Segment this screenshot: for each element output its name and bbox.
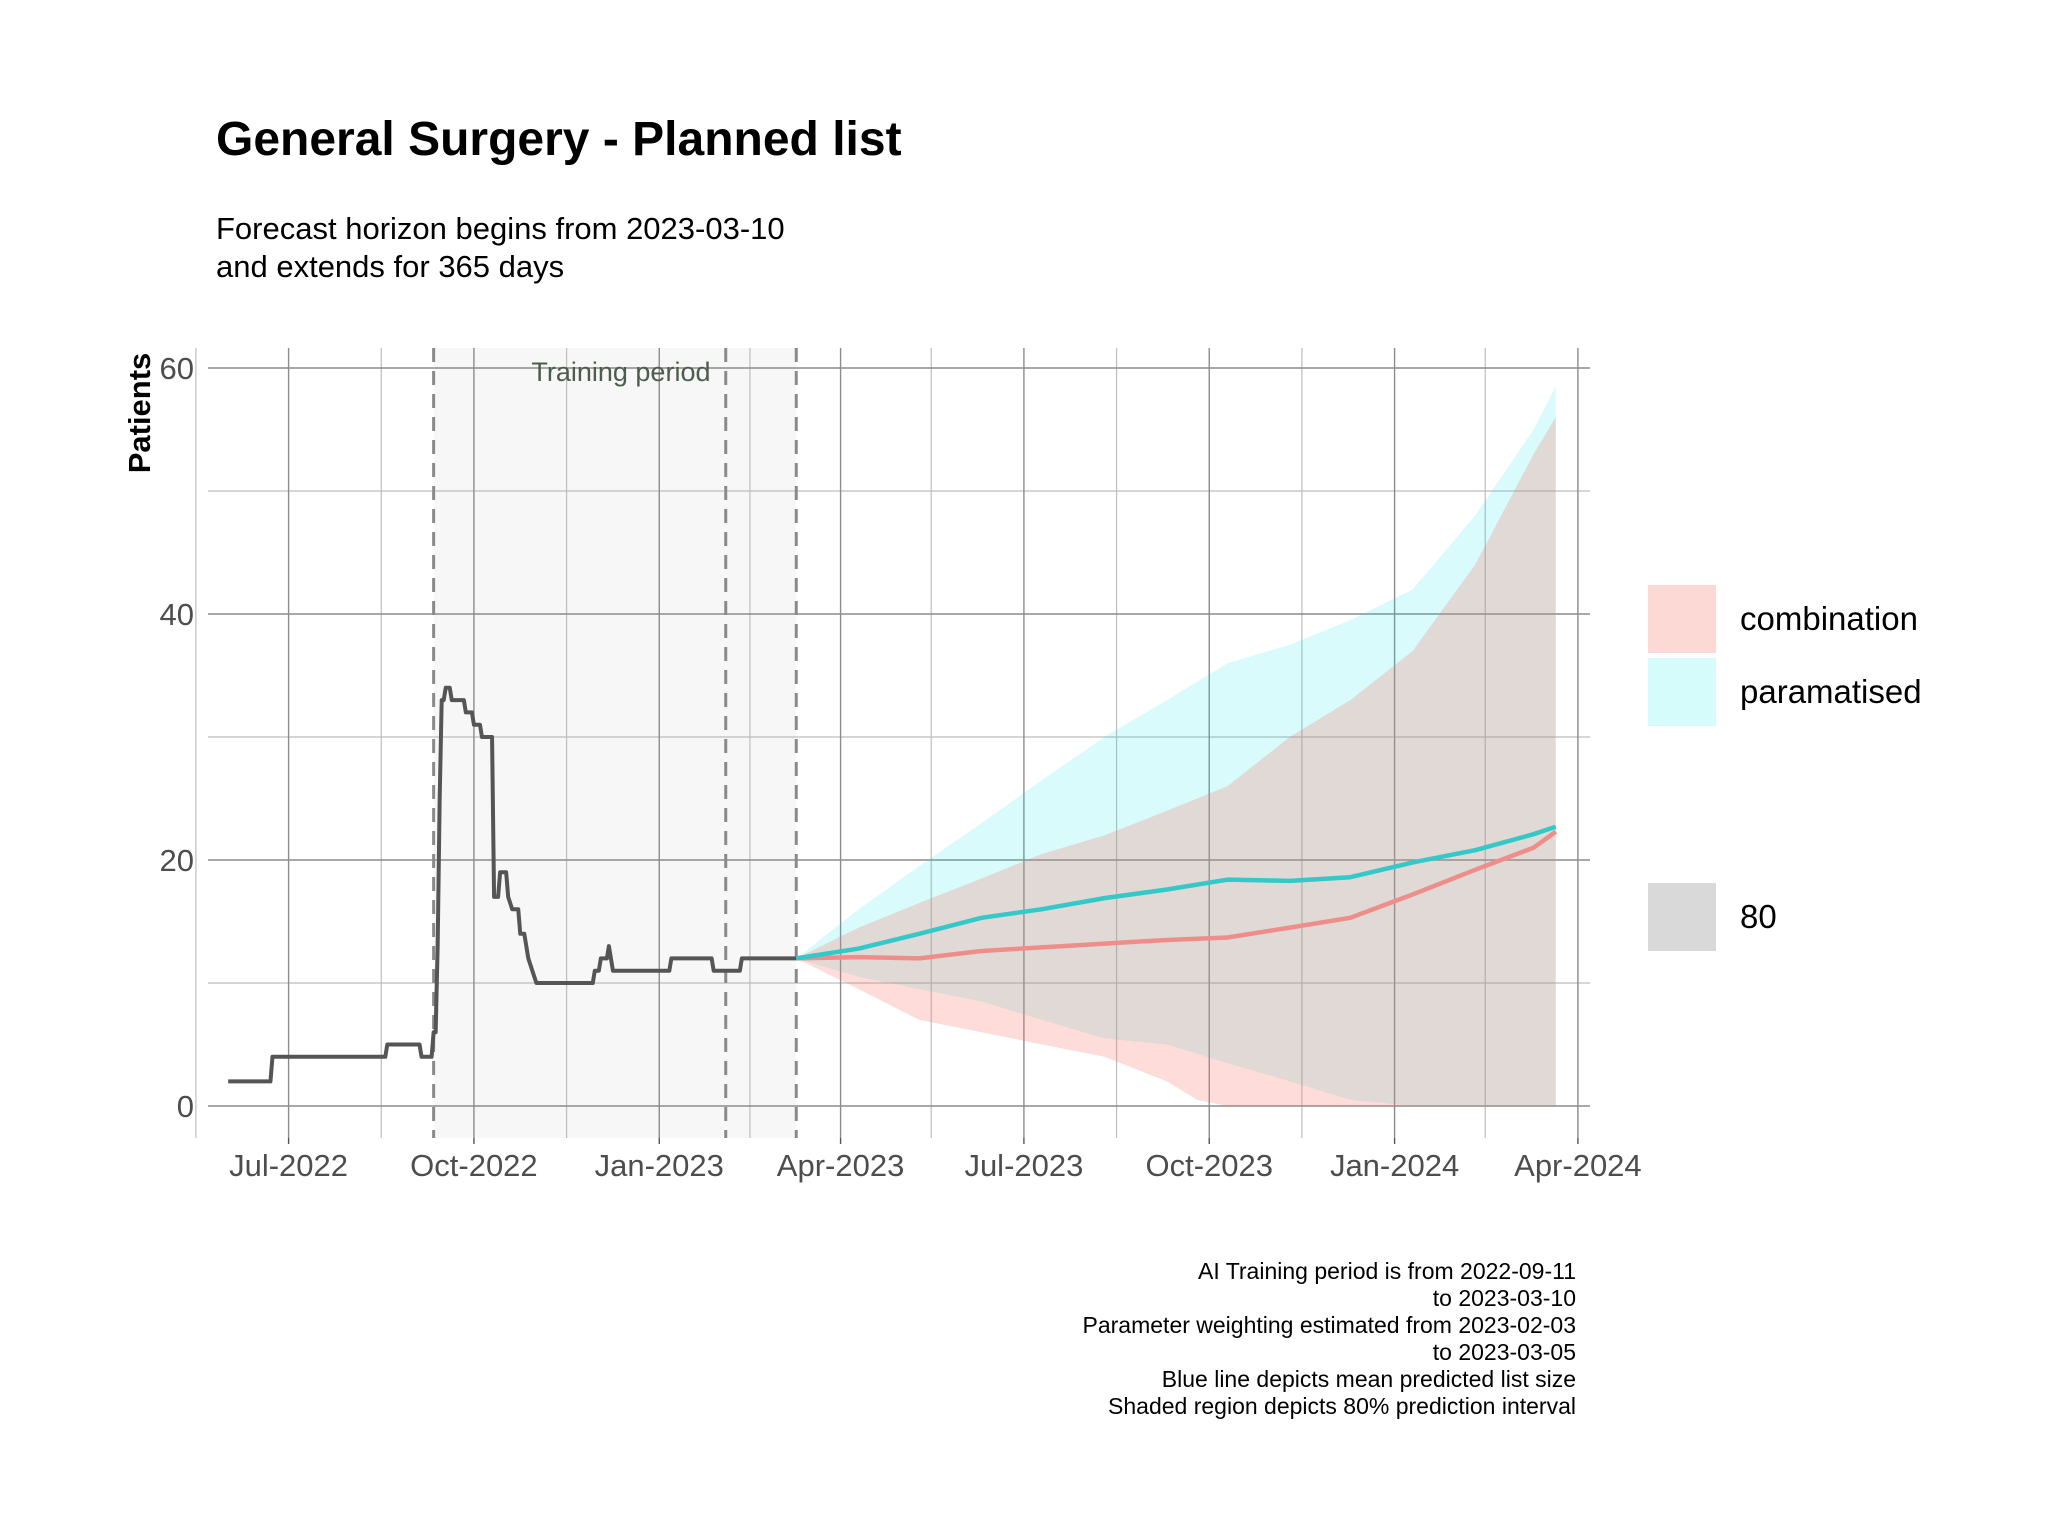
x-tick-label: Oct-2023: [1145, 1148, 1273, 1183]
observed-line: [228, 685, 797, 1084]
caption-line: AI Training period is from 2022-09-11: [1198, 1258, 1576, 1284]
legend-key-interval: [1648, 883, 1716, 951]
training-period-label: Training period: [531, 357, 710, 387]
y-tick-label: 20: [160, 843, 194, 878]
legend-label: combination: [1740, 600, 1918, 637]
ribbon-combination: [796, 417, 1556, 1106]
x-tick-label: Apr-2024: [1514, 1148, 1642, 1183]
legend-item-interval[interactable]: 80: [1648, 883, 1777, 951]
legend-key-paramatised: [1648, 658, 1716, 726]
subtitle-line: Forecast horizon begins from 2023-03-10: [216, 211, 785, 246]
legend-item-paramatised[interactable]: paramatised: [1648, 658, 1922, 726]
x-tick-label: Apr-2023: [777, 1148, 905, 1183]
chart-subtitle: Forecast horizon begins from 2023-03-10 …: [216, 210, 785, 286]
caption-line: Parameter weighting estimated from 2023-…: [1082, 1312, 1576, 1338]
chart-caption: AI Training period is from 2022-09-11 to…: [1083, 1258, 1576, 1420]
caption-line: Blue line depicts mean predicted list si…: [1161, 1366, 1576, 1392]
x-tick-label: Jan-2024: [1330, 1148, 1459, 1183]
x-tick-label: Jul-2022: [229, 1148, 348, 1183]
y-tick-label: 60: [160, 351, 194, 386]
chart-title: General Surgery - Planned list: [216, 113, 902, 166]
caption-line: to 2023-03-10: [1432, 1285, 1576, 1311]
x-tick-label: Jan-2023: [595, 1148, 724, 1183]
x-tick-label: Jul-2023: [964, 1148, 1083, 1183]
legend-key-combination: [1648, 585, 1716, 653]
legend-item-combination[interactable]: combination: [1648, 585, 1918, 653]
legend-label: paramatised: [1740, 673, 1922, 710]
y-tick-label: 0: [177, 1089, 194, 1124]
y-tick-label: 40: [160, 597, 194, 632]
legend-label: 80: [1740, 898, 1777, 935]
caption-line: to 2023-03-05: [1432, 1339, 1576, 1365]
subtitle-line: and extends for 365 days: [216, 249, 565, 284]
series-line-combination: [796, 829, 1558, 961]
training-period-shade: [433, 348, 797, 1138]
caption-line: Shaded region depicts 80% prediction int…: [1108, 1393, 1576, 1419]
y-axis-title: Patients: [122, 353, 157, 474]
x-tick-label: Oct-2022: [410, 1148, 538, 1183]
series-line-paramatised: [795, 824, 1557, 961]
ribbon-paramatised: [796, 386, 1556, 1106]
